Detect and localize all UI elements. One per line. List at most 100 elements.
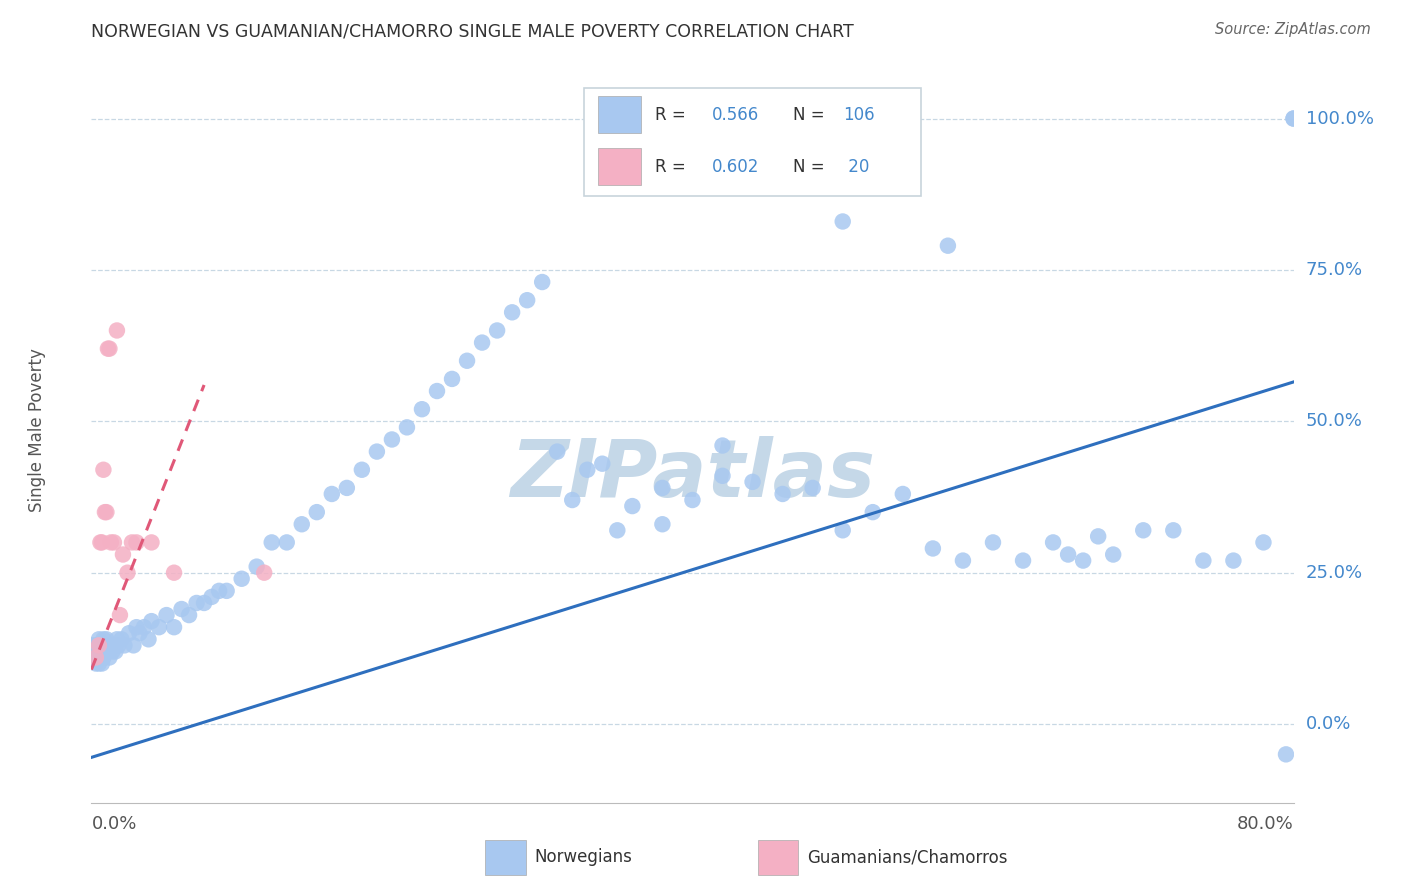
Point — [891, 487, 914, 501]
Point — [426, 384, 449, 398]
Point — [621, 499, 644, 513]
Point — [576, 463, 599, 477]
Point — [170, 602, 193, 616]
Point — [163, 620, 186, 634]
FancyBboxPatch shape — [598, 148, 641, 185]
Point — [93, 632, 115, 647]
Point — [831, 524, 853, 538]
Point — [86, 644, 108, 658]
Point — [305, 505, 328, 519]
Point — [1071, 553, 1094, 567]
Point — [98, 342, 121, 356]
Point — [350, 463, 373, 477]
Point — [100, 638, 122, 652]
Point — [862, 505, 884, 519]
Point — [96, 644, 118, 658]
Point — [276, 535, 298, 549]
Point — [177, 608, 200, 623]
Point — [93, 650, 115, 665]
Text: 0.602: 0.602 — [713, 158, 759, 176]
Point — [922, 541, 945, 556]
FancyBboxPatch shape — [598, 96, 641, 133]
Point — [90, 644, 112, 658]
Point — [741, 475, 763, 489]
Point — [936, 238, 959, 252]
Point — [1222, 553, 1244, 567]
Point — [981, 535, 1004, 549]
Point — [98, 650, 121, 665]
Point — [208, 583, 231, 598]
Text: 100.0%: 100.0% — [1306, 110, 1374, 128]
Point — [1161, 524, 1184, 538]
Point — [101, 644, 124, 658]
Point — [107, 638, 129, 652]
Point — [253, 566, 276, 580]
Point — [215, 583, 238, 598]
Point — [336, 481, 359, 495]
Point — [83, 650, 105, 665]
Text: R =: R = — [655, 158, 690, 176]
Point — [411, 402, 433, 417]
Point — [155, 608, 177, 623]
Point — [97, 638, 120, 652]
Point — [87, 657, 110, 671]
Point — [1192, 553, 1215, 567]
Point — [1042, 535, 1064, 549]
Text: Guamanians/Chamorros: Guamanians/Chamorros — [807, 848, 1008, 866]
Point — [138, 632, 160, 647]
Point — [516, 293, 538, 308]
Point — [84, 650, 107, 665]
Point — [90, 657, 112, 671]
FancyBboxPatch shape — [585, 87, 921, 195]
Text: 0.0%: 0.0% — [91, 815, 136, 833]
Point — [141, 614, 163, 628]
Point — [831, 214, 853, 228]
Point — [1132, 524, 1154, 538]
Text: Norwegians: Norwegians — [534, 848, 633, 866]
Text: ZIPatlas: ZIPatlas — [510, 436, 875, 514]
Text: 25.0%: 25.0% — [1306, 564, 1362, 582]
Point — [86, 650, 108, 665]
Point — [1282, 112, 1305, 126]
Point — [1087, 529, 1109, 543]
Point — [128, 626, 150, 640]
Point — [114, 638, 136, 652]
Point — [546, 444, 568, 458]
Point — [246, 559, 269, 574]
Point — [531, 275, 554, 289]
Text: N =: N = — [793, 106, 830, 124]
Text: NORWEGIAN VS GUAMANIAN/CHAMORRO SINGLE MALE POVERTY CORRELATION CHART: NORWEGIAN VS GUAMANIAN/CHAMORRO SINGLE M… — [91, 22, 853, 40]
Point — [132, 620, 155, 634]
Point — [87, 632, 110, 647]
Point — [108, 608, 131, 623]
Point — [103, 535, 125, 549]
Point — [395, 420, 418, 434]
Point — [681, 493, 703, 508]
Point — [291, 517, 314, 532]
Point — [591, 457, 613, 471]
Point — [110, 632, 132, 647]
Point — [456, 353, 478, 368]
Point — [84, 657, 107, 671]
FancyBboxPatch shape — [758, 840, 797, 875]
Point — [121, 535, 143, 549]
Point — [83, 644, 105, 658]
Point — [952, 553, 974, 567]
Point — [125, 620, 148, 634]
Text: 0.566: 0.566 — [713, 106, 759, 124]
Point — [87, 638, 110, 652]
Point — [651, 517, 673, 532]
Point — [82, 638, 104, 652]
Point — [118, 626, 141, 640]
Point — [105, 632, 128, 647]
Point — [1253, 535, 1275, 549]
Point — [501, 305, 523, 319]
Point — [1057, 548, 1080, 562]
Point — [606, 524, 628, 538]
Point — [231, 572, 253, 586]
Point — [122, 638, 145, 652]
Text: 106: 106 — [844, 106, 875, 124]
Point — [561, 493, 583, 508]
Point — [486, 323, 509, 337]
Point — [117, 566, 139, 580]
